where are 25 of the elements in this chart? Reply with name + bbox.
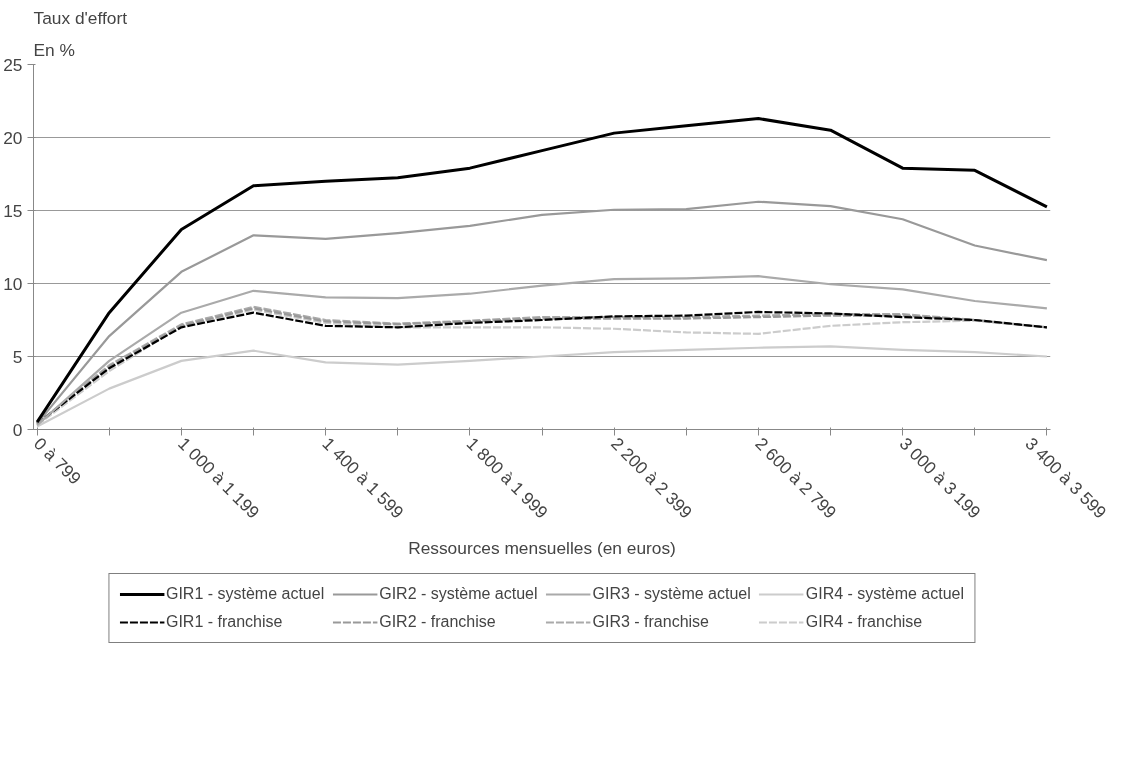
chart-title: Taux d'effort (33, 7, 128, 28)
legend-label: GIR2 - système actuel (379, 584, 538, 603)
legend-label: GIR2 - franchise (379, 612, 496, 631)
x-tick-label: 3 400 à 3 599 (1021, 433, 1111, 523)
x-tick-label: 3 000 à 3 199 (895, 433, 985, 523)
legend-label: GIR4 - franchise (805, 612, 923, 631)
legend-label: GIR3 - franchise (592, 612, 709, 631)
x-tick-label: 1 800 à 1 999 (462, 433, 552, 523)
legend-label: GIR3 - système actuel (592, 584, 751, 603)
y-tick-label: 5 (12, 346, 23, 367)
legend-label: GIR1 - franchise (165, 612, 283, 631)
y-tick-label: 25 (3, 54, 23, 75)
x-tick-label: 1 400 à 1 599 (318, 433, 408, 523)
x-tick-label: 2 600 à 2 799 (751, 433, 841, 523)
chart-subtitle: En % (33, 39, 75, 60)
x-tick-label: 0 à 799 (30, 433, 86, 489)
x-tick-label: 2 200 à 2 399 (607, 433, 697, 523)
y-tick-label: 0 (12, 419, 23, 440)
y-tick-label: 15 (3, 200, 23, 221)
legend-label: GIR4 - système actuel (805, 584, 965, 603)
y-tick-label: 20 (3, 127, 23, 148)
legend-label: GIR1 - système actuel (165, 584, 325, 603)
y-tick-label: 10 (3, 273, 23, 294)
x-axis-title: Ressources mensuelles (en euros) (408, 537, 676, 558)
x-tick-label: 1 000 à 1 199 (174, 433, 264, 523)
